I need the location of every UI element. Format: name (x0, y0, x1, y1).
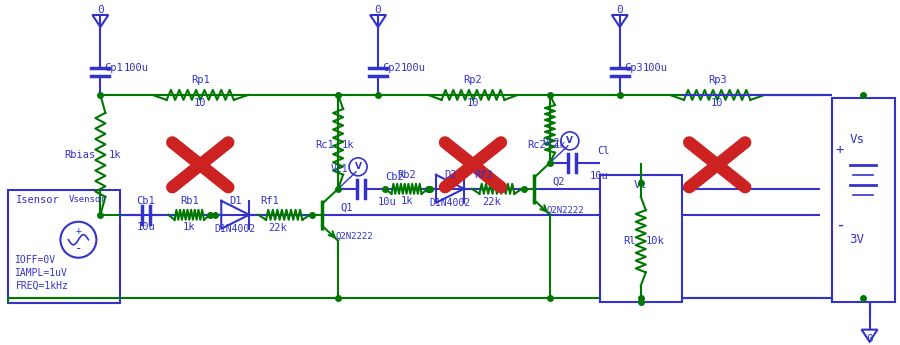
Text: Vc2: Vc2 (543, 138, 560, 148)
Text: 1k: 1k (554, 140, 566, 150)
Text: Vc1: Vc1 (330, 164, 348, 174)
Text: Rb1: Rb1 (180, 196, 199, 206)
Text: Rc2: Rc2 (527, 140, 546, 150)
Text: Rb2: Rb2 (397, 170, 416, 180)
Text: IOFF=0V: IOFF=0V (15, 255, 57, 265)
Polygon shape (832, 98, 895, 302)
Text: IAMPL=1uV: IAMPL=1uV (15, 268, 68, 278)
Text: Q2: Q2 (552, 177, 564, 187)
Text: 100u: 100u (643, 63, 668, 73)
Text: Cp3: Cp3 (624, 63, 643, 73)
Text: D1N4002: D1N4002 (215, 224, 256, 234)
Text: 100u: 100u (123, 63, 148, 73)
Text: Cp1: Cp1 (104, 63, 123, 73)
Text: 10u: 10u (378, 197, 397, 207)
Text: V: V (566, 136, 573, 145)
Text: 22k: 22k (482, 197, 500, 207)
Text: 10u: 10u (137, 222, 155, 232)
Text: 1k: 1k (342, 140, 355, 150)
Text: D1N4002: D1N4002 (429, 198, 471, 208)
Text: Rp2: Rp2 (464, 75, 482, 85)
Text: Isensor: Isensor (15, 195, 59, 205)
Text: V: V (355, 162, 362, 171)
Text: -: - (835, 216, 846, 234)
Polygon shape (599, 175, 681, 302)
Text: Q2N2222: Q2N2222 (335, 232, 373, 241)
Text: Cb1: Cb1 (137, 196, 155, 206)
Text: Cb2: Cb2 (385, 172, 404, 182)
Text: FREQ=1kHz: FREQ=1kHz (15, 281, 68, 291)
Text: 0: 0 (616, 5, 623, 15)
Text: Cl: Cl (597, 146, 609, 156)
Text: -: - (75, 242, 82, 255)
Text: 22k: 22k (268, 223, 287, 233)
Text: Cp2: Cp2 (382, 63, 400, 73)
Text: Rp1: Rp1 (191, 75, 210, 85)
Text: 1k: 1k (108, 150, 121, 160)
Text: 10: 10 (194, 98, 206, 108)
Text: Vs: Vs (850, 134, 865, 146)
Text: 1k: 1k (183, 222, 195, 232)
Text: 0: 0 (866, 334, 873, 344)
Text: 10: 10 (711, 98, 724, 108)
Text: +: + (835, 143, 844, 157)
Text: 3V: 3V (850, 233, 865, 246)
Text: 100u: 100u (401, 63, 426, 73)
Text: Rf2: Rf2 (474, 170, 492, 180)
Text: Rc1: Rc1 (315, 140, 334, 150)
Text: 10u: 10u (590, 171, 608, 181)
Text: Q2N2222: Q2N2222 (547, 206, 584, 215)
Text: Rp3: Rp3 (707, 75, 726, 85)
Text: Vsensor: Vsensor (68, 195, 106, 204)
Text: D1: D1 (229, 196, 241, 206)
Text: 1k: 1k (400, 196, 413, 206)
Text: 0: 0 (97, 5, 104, 15)
Text: 0: 0 (374, 5, 382, 15)
Text: Q1: Q1 (340, 203, 353, 213)
Text: 10k: 10k (646, 236, 664, 246)
Polygon shape (8, 190, 121, 303)
Text: Rl: Rl (624, 236, 635, 246)
Text: +: + (76, 226, 81, 236)
Text: Rbias: Rbias (64, 150, 95, 160)
Text: D2: D2 (444, 170, 456, 180)
Text: Rf1: Rf1 (260, 196, 279, 206)
Text: 10: 10 (467, 98, 479, 108)
Text: Vl: Vl (634, 180, 647, 190)
